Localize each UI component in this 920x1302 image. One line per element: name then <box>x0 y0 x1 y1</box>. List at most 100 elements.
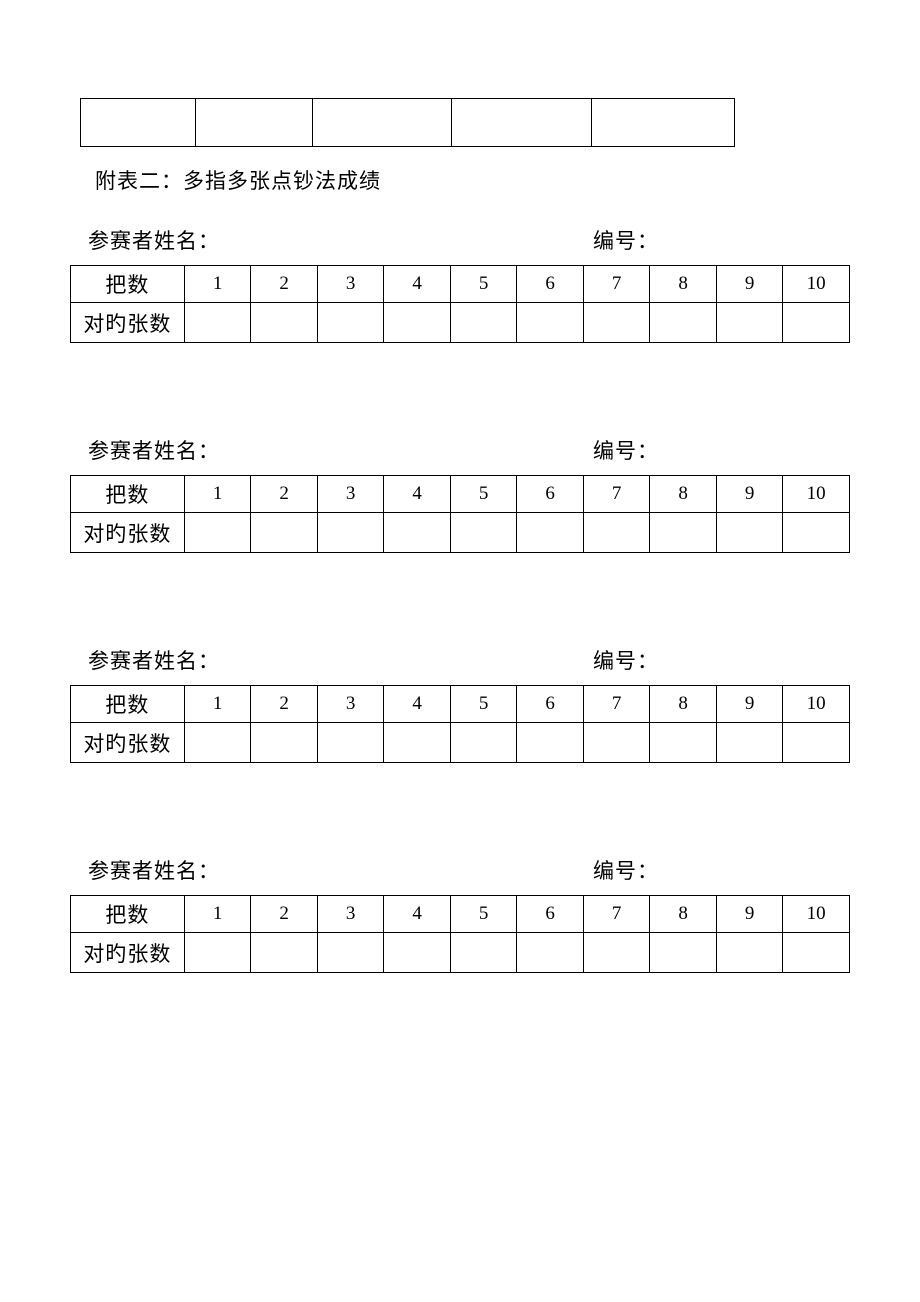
row-header-count: 把数 <box>71 686 185 723</box>
score-section: 参赛者姓名：编号：把数12345678910对旳张数 <box>70 435 850 553</box>
column-number-cell: 2 <box>251 896 318 933</box>
column-number-cell: 8 <box>650 896 717 933</box>
column-number-cell: 6 <box>517 266 584 303</box>
column-number-cell: 1 <box>184 896 251 933</box>
column-number-cell: 9 <box>716 266 783 303</box>
row-header-correct: 对旳张数 <box>71 513 185 553</box>
table-row: 把数12345678910 <box>71 266 850 303</box>
column-number-cell: 8 <box>650 686 717 723</box>
value-cell <box>650 303 717 343</box>
participant-number-label: 编号： <box>593 645 659 675</box>
column-number-cell: 4 <box>384 476 451 513</box>
value-cell <box>450 723 517 763</box>
score-section: 参赛者姓名：编号：把数12345678910对旳张数 <box>70 645 850 763</box>
column-number-cell: 1 <box>184 686 251 723</box>
top-cell <box>81 99 196 147</box>
table-row: 对旳张数 <box>71 303 850 343</box>
column-number-cell: 2 <box>251 266 318 303</box>
column-number-cell: 9 <box>716 686 783 723</box>
table-row: 对旳张数 <box>71 723 850 763</box>
value-cell <box>317 513 384 553</box>
value-cell <box>783 303 850 343</box>
column-number-cell: 8 <box>650 476 717 513</box>
row-header-count: 把数 <box>71 476 185 513</box>
value-cell <box>583 303 650 343</box>
column-number-cell: 10 <box>783 476 850 513</box>
page-container: 附表二：多指多张点钞法成绩 参赛者姓名：编号：把数12345678910对旳张数… <box>0 0 920 973</box>
value-cell <box>517 513 584 553</box>
column-number-cell: 9 <box>716 476 783 513</box>
table-row: 把数12345678910 <box>71 476 850 513</box>
top-cell <box>452 99 592 147</box>
value-cell <box>650 933 717 973</box>
top-empty-table <box>80 98 735 147</box>
column-number-cell: 3 <box>317 686 384 723</box>
value-cell <box>716 933 783 973</box>
row-header-correct: 对旳张数 <box>71 303 185 343</box>
value-cell <box>450 933 517 973</box>
value-cell <box>251 723 318 763</box>
value-cell <box>384 933 451 973</box>
row-header-correct: 对旳张数 <box>71 723 185 763</box>
column-number-cell: 4 <box>384 266 451 303</box>
column-number-cell: 5 <box>450 476 517 513</box>
label-row: 参赛者姓名：编号： <box>70 435 850 465</box>
value-cell <box>650 723 717 763</box>
value-cell <box>450 303 517 343</box>
column-number-cell: 10 <box>783 266 850 303</box>
participant-name-label: 参赛者姓名： <box>88 855 593 885</box>
value-cell <box>184 933 251 973</box>
column-number-cell: 2 <box>251 476 318 513</box>
column-number-cell: 1 <box>184 476 251 513</box>
column-number-cell: 3 <box>317 896 384 933</box>
value-cell <box>716 303 783 343</box>
column-number-cell: 10 <box>783 686 850 723</box>
label-row: 参赛者姓名：编号： <box>70 855 850 885</box>
participant-number-label: 编号： <box>593 225 659 255</box>
column-number-cell: 7 <box>583 476 650 513</box>
top-cell <box>195 99 312 147</box>
score-section: 参赛者姓名：编号：把数12345678910对旳张数 <box>70 225 850 343</box>
value-cell <box>317 933 384 973</box>
value-cell <box>517 723 584 763</box>
column-number-cell: 7 <box>583 686 650 723</box>
score-table: 把数12345678910对旳张数 <box>70 265 850 343</box>
value-cell <box>317 303 384 343</box>
participant-name-label: 参赛者姓名： <box>88 225 593 255</box>
score-table: 把数12345678910对旳张数 <box>70 685 850 763</box>
column-number-cell: 4 <box>384 896 451 933</box>
column-number-cell: 6 <box>517 896 584 933</box>
row-header-correct: 对旳张数 <box>71 933 185 973</box>
row-header-count: 把数 <box>71 266 185 303</box>
column-number-cell: 3 <box>317 476 384 513</box>
participant-name-label: 参赛者姓名： <box>88 435 593 465</box>
value-cell <box>317 723 384 763</box>
value-cell <box>184 723 251 763</box>
value-cell <box>384 303 451 343</box>
table-row: 把数12345678910 <box>71 686 850 723</box>
column-number-cell: 3 <box>317 266 384 303</box>
table-row: 对旳张数 <box>71 933 850 973</box>
score-table: 把数12345678910对旳张数 <box>70 475 850 553</box>
value-cell <box>384 723 451 763</box>
column-number-cell: 1 <box>184 266 251 303</box>
table-row: 对旳张数 <box>71 513 850 553</box>
value-cell <box>184 513 251 553</box>
top-cell <box>312 99 452 147</box>
label-row: 参赛者姓名：编号： <box>70 225 850 255</box>
score-table: 把数12345678910对旳张数 <box>70 895 850 973</box>
participant-number-label: 编号： <box>593 855 659 885</box>
participant-name-label: 参赛者姓名： <box>88 645 593 675</box>
value-cell <box>583 513 650 553</box>
row-header-count: 把数 <box>71 896 185 933</box>
label-row: 参赛者姓名：编号： <box>70 645 850 675</box>
page-title: 附表二：多指多张点钞法成绩 <box>95 165 850 195</box>
value-cell <box>251 513 318 553</box>
top-cell <box>592 99 735 147</box>
value-cell <box>716 513 783 553</box>
value-cell <box>650 513 717 553</box>
sections-container: 参赛者姓名：编号：把数12345678910对旳张数参赛者姓名：编号：把数123… <box>70 225 850 973</box>
table-row: 把数12345678910 <box>71 896 850 933</box>
value-cell <box>251 303 318 343</box>
value-cell <box>450 513 517 553</box>
